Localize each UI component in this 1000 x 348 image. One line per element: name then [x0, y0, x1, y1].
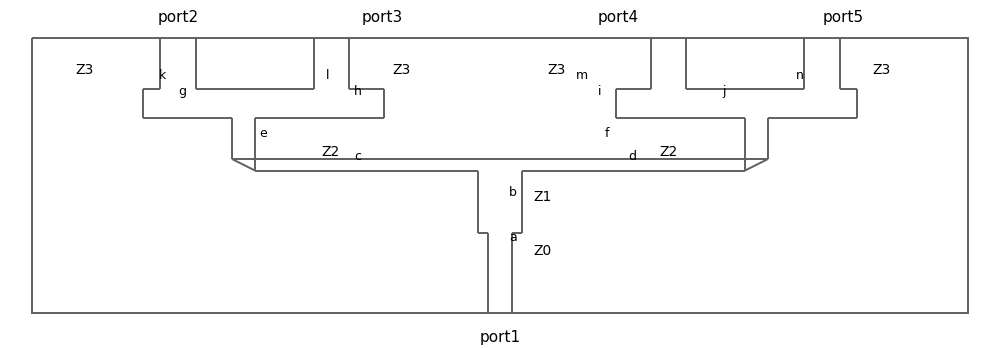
Text: n: n [796, 69, 804, 82]
Text: b: b [509, 185, 517, 199]
Text: f: f [605, 127, 609, 141]
Text: port4: port4 [597, 10, 639, 25]
Text: Z1: Z1 [533, 190, 551, 204]
Text: Z0: Z0 [533, 244, 551, 258]
Text: Z3: Z3 [392, 63, 410, 77]
Text: i: i [598, 85, 602, 98]
Text: Z2: Z2 [659, 145, 677, 159]
Text: g: g [178, 85, 186, 98]
Text: j: j [722, 85, 726, 98]
Text: e: e [259, 127, 267, 141]
Text: d: d [628, 150, 636, 163]
Text: l: l [326, 69, 330, 82]
Text: port2: port2 [157, 10, 199, 25]
Text: port5: port5 [822, 10, 864, 25]
Text: m: m [576, 69, 588, 82]
Text: c: c [354, 150, 362, 163]
Text: Z3: Z3 [872, 63, 890, 77]
Text: a: a [509, 231, 517, 244]
Text: Z3: Z3 [548, 63, 566, 77]
Text: h: h [354, 85, 362, 98]
Text: k: k [158, 69, 166, 82]
Text: port3: port3 [361, 10, 403, 25]
Text: port1: port1 [479, 330, 521, 345]
Text: Z3: Z3 [76, 63, 94, 77]
Text: Z2: Z2 [321, 145, 339, 159]
